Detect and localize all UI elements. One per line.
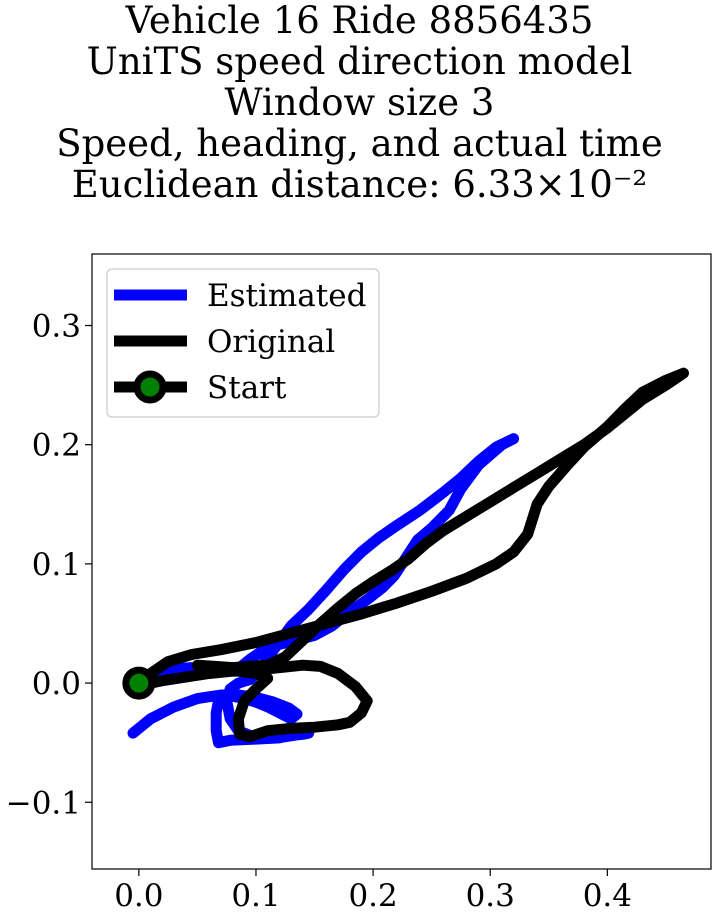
legend-start-label: Start bbox=[207, 370, 287, 406]
title-line-window: Window size 3 bbox=[224, 81, 495, 124]
title-line-distance: Euclidean distance: 6.33×10⁻² bbox=[71, 163, 648, 206]
legend: Estimated Original Start bbox=[106, 268, 380, 418]
y-tick-label: 0.1 bbox=[32, 547, 81, 583]
series-estimated-line bbox=[127, 433, 520, 749]
x-tick-label: 0.3 bbox=[466, 878, 515, 914]
legend-box bbox=[106, 268, 380, 418]
y-tick-label: −0.1 bbox=[6, 785, 81, 821]
start-marker bbox=[122, 666, 156, 700]
x-tick-label: 0.0 bbox=[114, 878, 163, 914]
legend-original-label: Original bbox=[207, 324, 335, 360]
series-original-line bbox=[133, 367, 689, 743]
y-tick-label: 0.2 bbox=[32, 428, 81, 464]
x-tick-label: 0.1 bbox=[231, 878, 280, 914]
y-tick-label: 0.0 bbox=[32, 666, 81, 702]
x-axis: 0.0 0.1 0.2 0.3 0.4 bbox=[114, 869, 632, 914]
x-tick-label: 0.4 bbox=[583, 878, 632, 914]
plot-series bbox=[122, 367, 689, 749]
x-tick-label: 0.2 bbox=[348, 878, 397, 914]
chart-title: Vehicle 16 Ride 8856435 UniTS speed dire… bbox=[0, 0, 719, 205]
title-line-vehicle: Vehicle 16 Ride 8856435 bbox=[125, 0, 594, 42]
y-axis: −0.1 0.0 0.1 0.2 0.3 bbox=[6, 309, 92, 821]
legend-start-marker bbox=[133, 370, 167, 404]
axes-frame bbox=[91, 253, 712, 870]
y-tick-label: 0.3 bbox=[32, 309, 81, 345]
title-line-model: UniTS speed direction model bbox=[86, 40, 633, 83]
title-line-features: Speed, heading, and actual time bbox=[56, 122, 663, 165]
legend-estimated-label: Estimated bbox=[207, 278, 366, 314]
